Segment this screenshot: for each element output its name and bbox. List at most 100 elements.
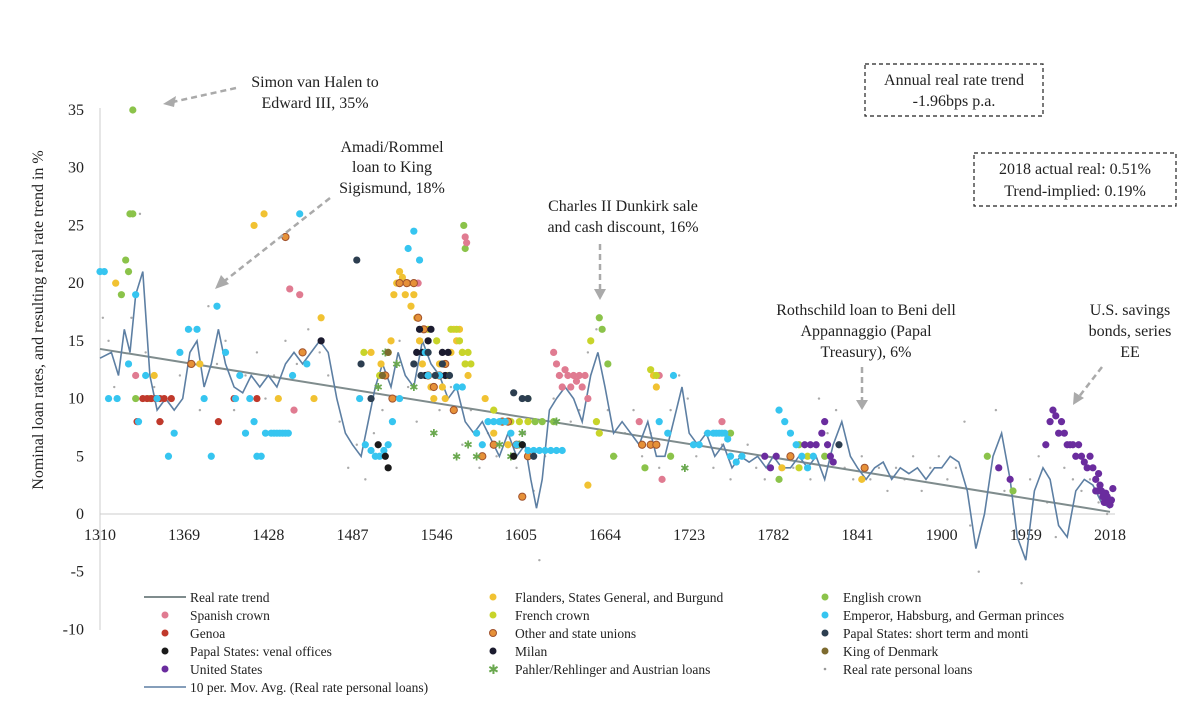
legend-swatch-english — [821, 593, 829, 601]
point-emperor — [284, 429, 292, 437]
point-emperor — [809, 452, 817, 460]
personal-loan-point — [406, 385, 410, 389]
x-tick-label: 1487 — [337, 527, 369, 544]
point-spanish — [561, 366, 569, 374]
personal-loan-point — [144, 351, 147, 354]
point-papal_short — [410, 360, 418, 368]
actual-info-line1: 2018 actual real: 0.51% — [999, 161, 1151, 178]
point-us — [1080, 458, 1088, 466]
point-emperor — [261, 429, 270, 437]
personal-loan-point — [886, 489, 889, 493]
series-layer: ✱✱✱✱✱✱✱✱✱✱✱✱✱✱ — [96, 106, 1117, 509]
point-other_unions — [489, 440, 498, 449]
point-emperor — [732, 458, 740, 466]
point-flanders — [395, 268, 404, 276]
annotation-simon-arrowhead — [163, 96, 176, 107]
personal-loan-point — [552, 397, 555, 400]
personal-loan-point — [130, 316, 133, 319]
y-tick-label: 10 — [68, 391, 84, 408]
point-emperor — [458, 383, 466, 391]
point-emperor — [207, 452, 215, 460]
personal-loan-point — [834, 408, 838, 412]
legend-swatch-pahler: ✱ — [488, 663, 499, 678]
point-french — [467, 360, 475, 368]
trend-info-box: Annual real rate trend -1.96bps p.a. — [864, 63, 1044, 117]
personal-loan-point — [215, 362, 219, 366]
point-other_unions — [786, 452, 795, 461]
point-us — [1006, 475, 1014, 483]
annotation-rothschild-line1: Rothschild loan to Beni dell — [776, 302, 956, 319]
point-french — [433, 337, 441, 345]
annotation-simon: Simon van Halen to Edward III, 35% — [163, 74, 379, 112]
x-tick-label: 1900 — [926, 527, 958, 544]
point-flanders — [150, 371, 158, 380]
point-emperor — [124, 360, 133, 368]
point-us — [821, 418, 829, 426]
personal-loan-point — [538, 558, 541, 562]
point-emperor — [246, 394, 254, 403]
point-flanders — [490, 429, 498, 437]
point-papal_venal — [381, 452, 389, 460]
point-emperor — [250, 418, 258, 426]
point-spanish — [296, 291, 304, 299]
point-french — [592, 418, 601, 426]
personal-loan-point — [809, 478, 812, 481]
point-papal_short — [510, 389, 518, 397]
annotation-simon-line2: Edward III, 35% — [261, 95, 368, 112]
point-us — [1094, 487, 1103, 495]
point-emperor — [558, 446, 566, 455]
point-spanish — [555, 371, 563, 380]
point-english — [821, 452, 829, 460]
legend-label-trend: Real rate trend — [190, 590, 270, 605]
personal-loan-point — [1071, 478, 1075, 481]
point-flanders — [418, 360, 427, 368]
point-us — [818, 429, 826, 437]
point-emperor — [104, 394, 113, 403]
point-emperor — [213, 302, 221, 310]
personal-loan-point — [1088, 478, 1092, 481]
legend-swatch-us — [161, 665, 169, 673]
personal-loan-point — [695, 455, 698, 458]
point-us — [1060, 429, 1068, 437]
point-pahler: ✱ — [552, 416, 561, 429]
point-us — [826, 452, 834, 460]
point-flanders — [584, 481, 592, 489]
point-us — [1094, 470, 1103, 478]
personal-loan-point — [746, 443, 749, 446]
point-emperor — [241, 429, 250, 437]
x-tick-label: 1369 — [168, 527, 200, 544]
point-emperor — [367, 446, 375, 455]
personal-loan-point — [569, 420, 572, 423]
point-flanders — [317, 314, 325, 322]
point-emperor — [303, 360, 311, 368]
point-emperor — [193, 325, 201, 333]
point-other_unions — [298, 348, 307, 357]
annotation-rothschild-line3: Treasury), 6% — [821, 344, 912, 361]
personal-loan-point — [295, 362, 299, 366]
point-french — [458, 348, 466, 356]
x-tick-label: 2018 — [1094, 527, 1126, 544]
point-english — [461, 244, 469, 253]
point-us — [1109, 485, 1117, 493]
point-spanish — [584, 394, 592, 403]
personal-loan-point — [860, 455, 863, 458]
legend-label-french: French crown — [515, 608, 590, 623]
annotation-charles: Charles II Dunkirk sale and cash discoun… — [547, 198, 699, 300]
legend-swatch-papal-short — [821, 629, 829, 637]
personal-loan-point — [178, 374, 182, 377]
point-emperor — [501, 418, 509, 426]
point-papal_short — [445, 371, 454, 380]
point-us — [829, 458, 837, 466]
point-emperor — [113, 394, 121, 403]
point-genoa — [160, 394, 168, 403]
point-pahler: ✱ — [495, 439, 504, 452]
annotation-amadi-arrowhead — [215, 275, 229, 289]
point-us — [1055, 429, 1063, 437]
point-us — [772, 452, 780, 460]
personal-loan-point — [284, 339, 287, 343]
point-french — [515, 418, 524, 426]
point-genoa — [156, 418, 164, 426]
point-us — [1107, 496, 1116, 504]
point-flanders — [407, 302, 415, 310]
x-tick-label: 1310 — [84, 527, 116, 544]
